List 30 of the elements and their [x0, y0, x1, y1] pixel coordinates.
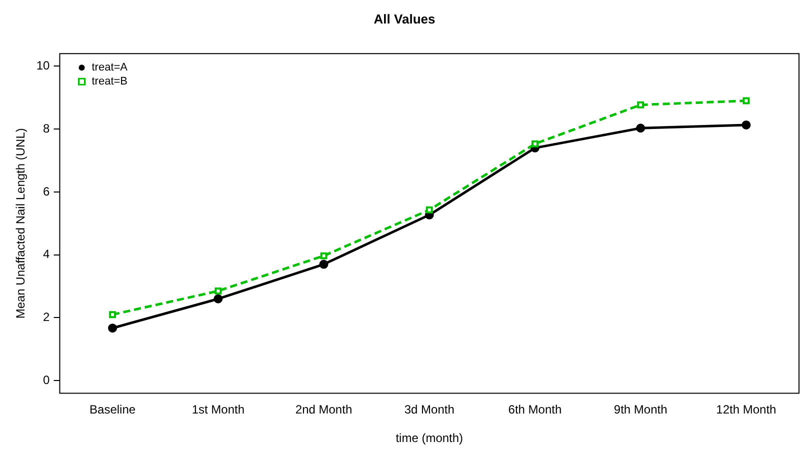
point	[637, 101, 644, 108]
chart-title: All Values	[374, 11, 436, 26]
point	[214, 288, 222, 294]
legend-label: treat=A	[92, 62, 128, 74]
point	[636, 124, 646, 133]
x-tick-label: 6th Month	[508, 402, 562, 417]
point	[320, 252, 328, 260]
point	[742, 120, 751, 130]
point	[742, 97, 750, 104]
point	[426, 206, 433, 214]
legend-label: treat=B	[92, 76, 128, 88]
y-tick-label: 0	[43, 372, 50, 387]
y-tick-label: 2	[43, 310, 50, 324]
x-tick-label: 2nd Month	[295, 402, 352, 417]
x-tick-label: Baseline	[90, 402, 136, 417]
y-tick-label: 10	[36, 58, 50, 72]
point	[108, 324, 118, 333]
point	[319, 260, 328, 269]
y-axis-title: Mean Unaffacted Nail Length (UNL)	[14, 128, 28, 319]
x-tick-label: 3d Month	[404, 402, 454, 417]
point	[214, 294, 223, 304]
y-tick-label: 4	[43, 247, 50, 262]
x-tick-label: 9th Month	[614, 402, 668, 417]
x-axis-title: time (month)	[396, 431, 464, 446]
point	[532, 140, 538, 148]
y-tick-label: 6	[43, 184, 50, 198]
x-tick-label: 1st Month	[192, 402, 245, 417]
point	[109, 311, 116, 318]
y-tick-label: 8	[43, 121, 50, 136]
x-tick-label: 12th Month	[716, 402, 776, 417]
